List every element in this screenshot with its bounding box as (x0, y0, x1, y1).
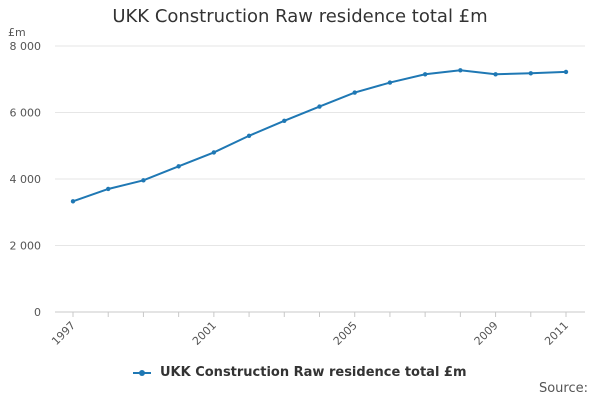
series-group (70, 68, 569, 204)
x-tick-label: 2005 (331, 319, 360, 348)
y-tick-label: 6 000 (10, 107, 42, 120)
data-point[interactable] (493, 72, 498, 77)
legend-swatch-icon (133, 368, 152, 378)
y-tick-label: 4 000 (10, 173, 42, 186)
x-tick-label: 2001 (190, 319, 219, 348)
data-point[interactable] (106, 186, 111, 192)
data-point[interactable] (563, 69, 569, 75)
y-axis-label: £m (8, 26, 26, 39)
legend[interactable]: UKK Construction Raw residence total £m (0, 365, 600, 380)
legend-label: UKK Construction Raw residence total £m (159, 365, 467, 380)
data-point[interactable] (282, 118, 287, 124)
data-point[interactable] (528, 71, 533, 76)
series-line (72, 69, 567, 203)
data-point[interactable] (70, 199, 76, 204)
data-point[interactable] (141, 178, 146, 183)
data-point[interactable] (246, 133, 252, 138)
gridlines (55, 45, 585, 317)
y-tick-labels: 0 2 000 4 000 6 000 8 000 (10, 40, 42, 319)
data-point[interactable] (352, 90, 357, 95)
data-point[interactable] (422, 72, 428, 77)
y-tick-label: 2 000 (10, 240, 42, 253)
x-tick-label: 1997 (49, 319, 78, 348)
x-tick-label: 2009 (472, 319, 501, 348)
source-label: Source: (538, 381, 588, 396)
data-point[interactable] (458, 68, 463, 73)
data-point[interactable] (387, 80, 393, 85)
y-tick-label: 0 (34, 306, 41, 319)
y-tick-label: 8 000 (10, 40, 42, 53)
x-tick-label: 2011 (542, 319, 571, 348)
x-tick-labels: 1997 2001 2005 2009 2011 (49, 319, 571, 348)
chart-title: UKK Construction Raw residence total £m (112, 6, 488, 27)
data-point[interactable] (317, 104, 322, 109)
data-point[interactable] (176, 164, 181, 169)
data-point[interactable] (211, 150, 217, 155)
